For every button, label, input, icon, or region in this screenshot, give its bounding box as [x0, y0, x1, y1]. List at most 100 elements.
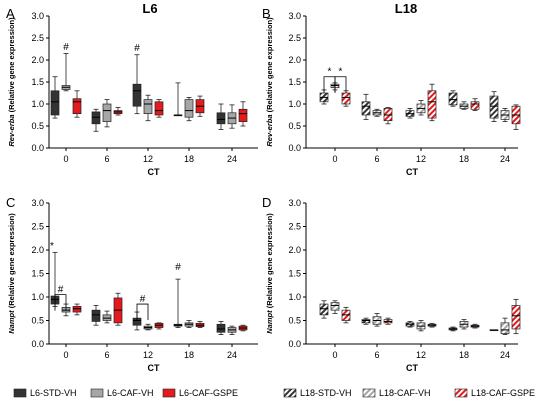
x-tick-label: 6	[374, 350, 379, 360]
y-tick-label: 0.5	[288, 121, 301, 131]
y-tick-label: 1.5	[288, 77, 301, 87]
legend-label: L18-CAF-GSPE	[471, 388, 535, 398]
significance-mark: *	[328, 67, 332, 78]
y-label-gene: Rev-erba	[265, 115, 274, 147]
box-gspe-ct12	[427, 83, 437, 122]
legend-item-l18-caf-gspe: L18-CAF-GSPE	[454, 388, 535, 398]
y-tick-label: 0.5	[31, 121, 44, 131]
legend-swatch	[283, 388, 297, 398]
y-tick-label: 2.0	[31, 245, 44, 255]
y-tick-label: 2.0	[288, 55, 301, 65]
legend-swatch	[362, 388, 376, 398]
y-tick-label: 0.0	[31, 143, 44, 153]
box-caf-ct18	[459, 319, 469, 330]
box-gspe-ct24	[511, 298, 521, 335]
y-label-gene: Nampt	[7, 310, 16, 334]
box-std-ct0	[50, 76, 60, 119]
box-caf-ct24	[227, 104, 237, 129]
y-tick-label: 1.5	[31, 77, 44, 87]
x-tick-label: 0	[63, 350, 68, 360]
y-tick-label: 0.5	[288, 316, 301, 326]
y-tick-label: 2.5	[31, 33, 44, 43]
panel-a: A L6 0.0 0.5 1.0 1.5 2.0 2.5 3.0 Rev-erba (Relati…	[6, 1, 258, 177]
legend-swatch	[454, 388, 468, 398]
significance-mark: #	[175, 262, 181, 273]
x-tick-label: 0	[63, 154, 68, 164]
y-tick-label: 2.5	[288, 222, 301, 232]
box-std-ct24	[216, 321, 226, 336]
significance-mark: #	[140, 294, 146, 305]
x-tick-label: 18	[459, 350, 469, 360]
significance-bracket: #	[54, 285, 67, 311]
box-gspe-ct18	[195, 321, 205, 328]
x-tick-label: 24	[500, 350, 510, 360]
y-label-gene: Nampt	[265, 310, 274, 334]
y-axis-label: Nampt (Relative gene expression)	[7, 213, 16, 334]
box-caf-ct24	[227, 325, 237, 336]
box-std-ct12	[132, 54, 142, 115]
box-caf-ct12	[143, 323, 153, 331]
box-gspe-ct12	[154, 99, 164, 118]
box-gspe-ct12	[154, 322, 164, 330]
box-gspe-ct24	[238, 101, 248, 127]
y-axis-label: Rev-erba (Relative gene expression)	[265, 17, 274, 147]
x-tick-label: 6	[374, 154, 379, 164]
box-std-ct12	[405, 321, 415, 328]
y-label-rest: (Relative gene expression)	[265, 213, 274, 311]
y-tick-label: 1.0	[31, 292, 44, 302]
legend-swatch	[13, 388, 27, 398]
y-label-rest: (Relative gene expression)	[265, 17, 274, 115]
box-gspe-ct0	[72, 90, 82, 118]
legend: L6-STD-VH L6-CAF-VH L6-CAF-GSPE L18-STD-VH L…	[13, 388, 535, 398]
significance-bracket: *	[334, 67, 347, 93]
box-caf-ct18	[459, 101, 469, 110]
significance-mark: #	[58, 285, 64, 296]
x-tick-label: 24	[500, 154, 510, 164]
y-tick-label: 1.5	[31, 269, 44, 279]
box-caf-ct12	[416, 100, 426, 116]
x-tick-label: 6	[104, 154, 109, 164]
y-tick-label: 3.0	[31, 11, 44, 21]
y-tick-label: 2.0	[288, 245, 301, 255]
y-tick-label: 0.0	[288, 143, 301, 153]
significance-mark: #	[63, 42, 69, 53]
x-tick-label: 12	[416, 154, 426, 164]
box-std-ct18	[448, 326, 458, 332]
box-gspe-ct18	[195, 95, 205, 117]
y-label-gene: Rev-erba	[7, 115, 16, 147]
box-std-ct24	[216, 103, 226, 130]
legend-swatch	[90, 388, 104, 398]
x-tick-label: 24	[227, 154, 237, 164]
legend-label: L6-STD-VH	[30, 388, 77, 398]
box-caf-ct0	[330, 300, 340, 314]
y-tick-label: 0.5	[31, 316, 44, 326]
significance-mark: *	[339, 67, 343, 78]
y-tick-label: 2.5	[31, 222, 44, 232]
x-tick-label: 12	[143, 350, 153, 360]
y-tick-label: 1.0	[288, 99, 301, 109]
y-label-rest: (Relative gene expression)	[7, 17, 16, 115]
box-gspe-ct0	[341, 306, 351, 324]
box-std-ct18	[173, 278, 183, 328]
box-gspe-ct18	[470, 323, 480, 329]
y-tick-label: 2.0	[31, 55, 44, 65]
legend-item-l18-caf-vh: L18-CAF-VH	[362, 388, 431, 398]
box-caf-ct12	[416, 320, 426, 332]
box-gspe-ct6	[113, 292, 123, 326]
legend-item-l6-caf-gspe: L6-CAF-GSPE	[162, 388, 238, 398]
x-tick-label: 24	[227, 350, 237, 360]
legend-label: L6-CAF-VH	[107, 388, 154, 398]
box-gspe-ct0	[341, 90, 351, 107]
legend-item-l18-std-vh: L18-STD-VH	[283, 388, 352, 398]
box-gspe-ct12	[427, 322, 437, 328]
box-caf-ct18	[184, 97, 194, 122]
legend-swatch	[162, 388, 176, 398]
y-tick-label: 1.5	[288, 269, 301, 279]
panel-d: D 0.0 0.5 1.0 1.5 2.0 2.5 3.0 Nampt (Relative ge…	[262, 195, 521, 373]
x-tick-label: 6	[104, 350, 109, 360]
y-tick-label: 0.0	[288, 339, 301, 349]
x-tick-label: 0	[332, 350, 337, 360]
significance-mark: *	[50, 241, 54, 252]
box-caf-ct24	[500, 317, 510, 336]
